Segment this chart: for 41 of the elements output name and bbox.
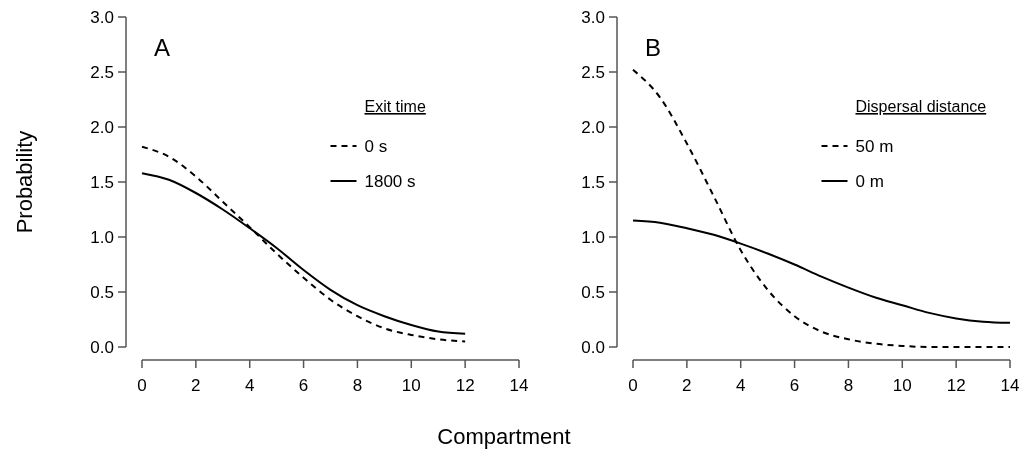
legend-title: Dispersal distance <box>855 98 987 115</box>
x-tick-label: 10 <box>892 376 912 395</box>
x-tick-label: 2 <box>191 376 201 395</box>
legend-label: 0 m <box>855 171 884 191</box>
x-tick-label: 12 <box>455 376 475 395</box>
legend-title: Exit time <box>364 98 426 115</box>
y-tick-label: 1.5 <box>90 172 114 192</box>
y-tick-label: 1.0 <box>90 227 114 247</box>
line-series <box>632 68 1011 348</box>
y-tick-label: 1.5 <box>581 172 605 192</box>
x-axis-title: Compartment <box>437 424 571 449</box>
x-tick-label: 0 <box>137 376 147 395</box>
y-tick-label: 1.0 <box>581 227 605 247</box>
x-tick-label: 2 <box>682 376 692 395</box>
y-tick-label: 2.0 <box>581 117 605 137</box>
legend-label: 0 s <box>364 136 388 156</box>
y-tick-label: 0.5 <box>90 282 114 302</box>
x-tick-label: 0 <box>628 376 638 395</box>
x-tick-label: 6 <box>298 376 309 395</box>
x-tick-label: 12 <box>946 376 966 395</box>
y-tick-label: 3.0 <box>581 7 605 27</box>
x-tick-label: 4 <box>735 376 746 395</box>
annotation: A <box>154 34 171 61</box>
annotation: B <box>645 34 662 61</box>
legend-label: 1800 s <box>364 171 416 191</box>
legend-label: 50 m <box>855 136 894 156</box>
y-tick-label: 2.0 <box>90 117 114 137</box>
y-tick-label: 3.0 <box>90 7 114 27</box>
x-tick-label: 14 <box>509 376 529 395</box>
y-tick-label: 2.5 <box>581 62 605 82</box>
x-tick-label: 4 <box>244 376 255 395</box>
y-tick-label: 2.5 <box>90 62 114 82</box>
y-tick-label: 0.0 <box>581 337 605 357</box>
y-axis-title: Probability <box>12 130 37 234</box>
y-tick-label: 0.0 <box>90 337 114 357</box>
x-tick-label: 8 <box>352 376 363 395</box>
x-tick-label: 8 <box>843 376 854 395</box>
x-tick-label: 14 <box>1000 376 1020 395</box>
x-tick-label: 6 <box>789 376 800 395</box>
y-tick-label: 0.5 <box>581 282 605 302</box>
x-tick-label: 10 <box>401 376 421 395</box>
